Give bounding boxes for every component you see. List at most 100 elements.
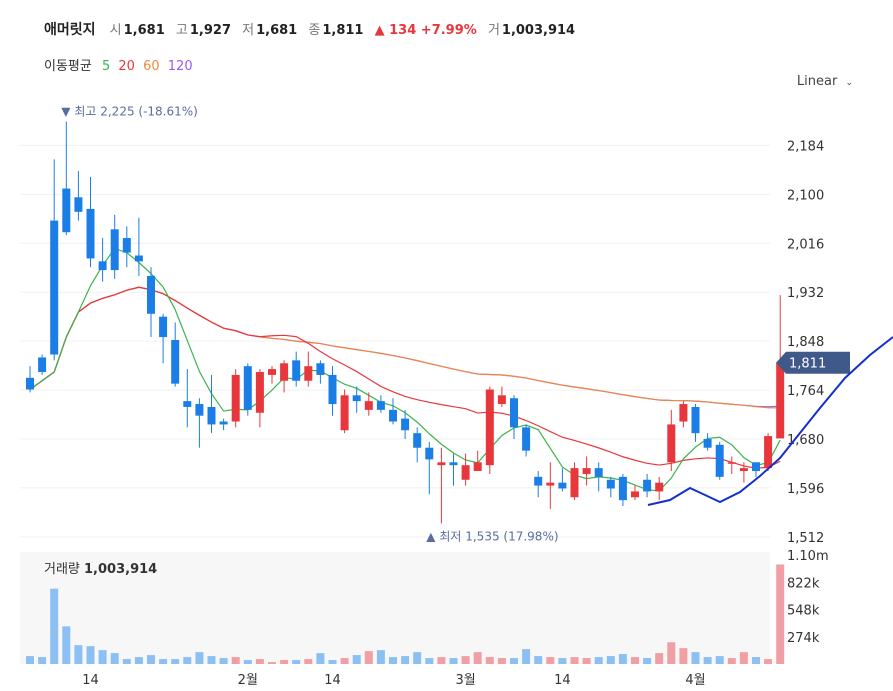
volume-bar — [231, 657, 240, 664]
candle — [38, 354, 47, 375]
candle-body — [715, 444, 724, 477]
volume-bar — [268, 662, 276, 664]
volume-bar — [26, 656, 34, 664]
current-price-tag — [776, 351, 850, 374]
candle — [703, 433, 712, 451]
candle — [98, 238, 107, 282]
candle — [679, 401, 688, 428]
candle-body — [510, 398, 518, 428]
scale-toggle-label: Linear — [796, 74, 838, 89]
candle — [110, 214, 119, 279]
scale-toggle-button[interactable]: Linear ⌄ — [797, 74, 853, 89]
candle — [62, 121, 71, 236]
candle — [401, 409, 410, 439]
volume-bar — [558, 658, 567, 664]
candle-body — [739, 468, 748, 472]
volume-bar — [255, 659, 264, 664]
volume-bar — [570, 657, 579, 664]
candle — [376, 395, 385, 413]
candle-body — [231, 374, 240, 422]
volume-bar — [425, 658, 434, 664]
volume-bar — [582, 658, 591, 664]
x-tick-label: 4월 — [685, 673, 705, 688]
ma-20-label[interactable]: 20 — [118, 59, 135, 74]
candle-body — [98, 261, 107, 271]
candle — [449, 453, 458, 486]
candle — [715, 441, 724, 480]
candle-body — [606, 479, 615, 489]
volume-bar — [352, 655, 361, 664]
volume-bar — [340, 658, 349, 664]
volume-title: 거래량 1,003,914 — [44, 562, 157, 577]
candle — [606, 476, 615, 498]
volume-bar — [74, 645, 83, 664]
candle — [352, 386, 361, 413]
volume-bar — [376, 650, 385, 664]
volume-bar — [110, 653, 119, 664]
volume-bar — [461, 656, 470, 664]
volume-bar — [62, 626, 71, 664]
volume-bar — [739, 652, 748, 664]
candle — [618, 473, 627, 506]
ma-20-line — [29, 286, 781, 469]
candle-body — [449, 462, 458, 466]
volume-bar — [703, 657, 712, 664]
candle-body — [364, 401, 373, 410]
candle — [171, 322, 180, 387]
ma-120-label[interactable]: 120 — [167, 59, 193, 74]
candle — [364, 392, 373, 416]
ma-60-label[interactable]: 60 — [143, 59, 160, 74]
volume-bar — [485, 657, 494, 664]
ma-5-label[interactable]: 5 — [101, 59, 111, 74]
candle-body — [86, 208, 95, 259]
y-tick-label: 1,848 — [787, 335, 824, 350]
candle-body — [207, 406, 216, 425]
candle — [26, 366, 34, 393]
high-value: 1,927 — [189, 23, 231, 38]
low-label: 저 — [242, 23, 255, 38]
volume-label: 거 — [487, 23, 500, 38]
x-tick-label: 14 — [554, 673, 571, 688]
y-tick-label: 1,512 — [787, 531, 824, 546]
candle-body — [485, 389, 494, 466]
volume-bar — [98, 650, 107, 664]
candle — [122, 226, 131, 268]
candle-body — [183, 401, 192, 407]
candle-body — [594, 468, 603, 477]
candle-body — [195, 404, 204, 416]
candle-body — [522, 427, 531, 451]
volume-panel-bg — [20, 552, 770, 664]
volume-tick-label: 1.10m — [787, 549, 829, 564]
price-header: 애머릿지 시 1,681 고 1,927 저 1,681 종 1,811 ▲ 134 +… — [44, 19, 582, 39]
volume-tick-label: 548k — [787, 604, 820, 619]
candle — [86, 176, 95, 268]
low-value: 1,681 — [256, 23, 298, 38]
candle-body — [340, 395, 349, 431]
candle — [134, 217, 143, 276]
candle — [207, 374, 216, 434]
candle-body — [352, 395, 361, 402]
volume-bar — [159, 659, 168, 664]
candle-body — [304, 366, 313, 381]
candle-body — [618, 476, 627, 501]
volume-bar — [147, 655, 155, 664]
volume-bar — [606, 656, 615, 664]
candle — [425, 441, 434, 495]
candle — [485, 386, 494, 474]
x-tick-label: 3월 — [455, 673, 475, 688]
candle — [739, 462, 748, 483]
candle-body — [38, 357, 47, 373]
ma-120-line — [29, 286, 781, 408]
volume-bar — [292, 660, 301, 664]
close-value: 1,811 — [322, 23, 364, 38]
candle-body — [134, 255, 143, 262]
candle — [534, 471, 543, 498]
candle-body — [62, 188, 71, 233]
volume-bar — [183, 657, 192, 664]
volume-bar — [328, 660, 337, 664]
candle — [255, 369, 264, 428]
candle-body — [473, 462, 482, 472]
volume-bar — [691, 652, 700, 664]
volume-bar — [510, 658, 518, 664]
